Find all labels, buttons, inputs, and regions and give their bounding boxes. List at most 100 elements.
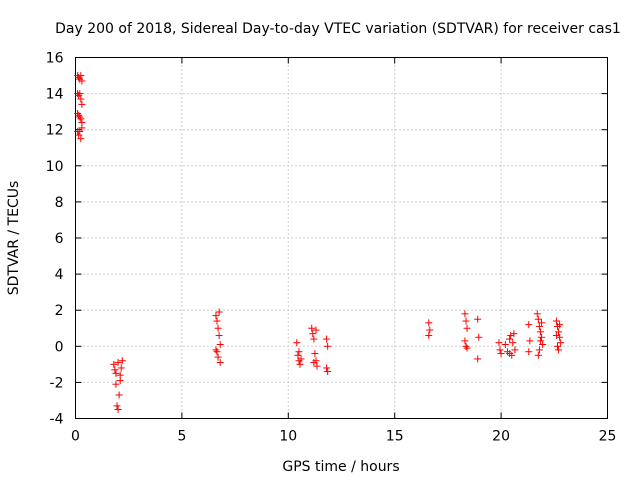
data-point: [312, 326, 320, 334]
data-point: [309, 330, 317, 338]
y-tick-label: 8: [55, 195, 64, 211]
data-point: [111, 366, 119, 374]
x-tick-label: 20: [492, 429, 510, 445]
data-point: [77, 135, 85, 143]
data-point: [117, 364, 125, 372]
data-point: [74, 109, 82, 117]
data-point: [534, 315, 542, 323]
data-point: [507, 331, 515, 339]
data-point: [115, 391, 123, 399]
x-tick-label: 10: [279, 429, 297, 445]
data-point: [215, 331, 223, 339]
x-tick-label: 15: [386, 429, 404, 445]
data-point: [313, 362, 321, 370]
data-point: [75, 91, 83, 99]
data-point: [552, 331, 560, 339]
data-point: [76, 113, 84, 121]
data-point: [114, 359, 122, 367]
data-point: [294, 351, 302, 359]
data-point: [215, 308, 223, 316]
y-tick-label: 14: [46, 87, 64, 103]
data-point: [461, 310, 469, 318]
data-point: [535, 346, 543, 354]
data-point: [77, 115, 85, 123]
y-tick-label: 6: [55, 231, 64, 247]
data-point: [525, 321, 533, 329]
data-point: [323, 335, 331, 343]
data-point: [474, 355, 482, 363]
data-point: [77, 72, 85, 80]
data-point: [308, 324, 316, 332]
data-point: [510, 330, 518, 338]
data-point: [462, 317, 470, 325]
data-point: [509, 339, 517, 347]
x-tick-label: 5: [177, 429, 186, 445]
y-tick-label: 10: [46, 159, 64, 175]
data-point: [497, 350, 505, 358]
data-point: [496, 346, 504, 354]
data-points: [74, 72, 565, 413]
data-point: [113, 402, 121, 410]
data-point: [539, 340, 547, 348]
data-point: [526, 337, 534, 345]
data-point: [552, 317, 560, 325]
data-point: [462, 342, 470, 350]
data-point: [114, 405, 122, 413]
data-point: [555, 328, 563, 336]
data-point: [538, 333, 546, 341]
data-point: [295, 348, 303, 356]
data-point: [461, 337, 469, 345]
data-point: [556, 321, 564, 329]
data-point: [213, 317, 221, 325]
data-point: [536, 337, 544, 345]
grid-lines: [75, 57, 608, 419]
data-point: [212, 346, 220, 354]
data-point: [426, 326, 434, 334]
data-point: [310, 335, 318, 343]
data-point: [297, 355, 305, 363]
data-point: [533, 310, 541, 318]
data-point: [506, 350, 514, 358]
data-point: [296, 360, 304, 368]
y-tick-label: -2: [50, 375, 64, 391]
data-point: [556, 333, 564, 341]
data-point: [213, 348, 221, 356]
y-tick-label: -4: [50, 412, 64, 428]
data-point: [474, 315, 482, 323]
y-axis-label: SDTVAR / TECUs: [6, 181, 22, 296]
x-tick-label: 25: [599, 429, 617, 445]
data-point: [75, 131, 83, 139]
y-tick-label: 12: [46, 123, 64, 139]
y-tick-label: 16: [46, 51, 64, 67]
data-point: [78, 124, 86, 132]
x-axis-label: GPS time / hours: [282, 459, 399, 475]
data-point: [116, 371, 124, 379]
y-tick-label: 0: [55, 339, 64, 355]
data-point: [501, 340, 509, 348]
data-point: [78, 77, 86, 85]
data-point: [425, 331, 433, 339]
data-point: [557, 339, 565, 347]
data-point: [212, 312, 220, 320]
data-point: [323, 364, 331, 372]
data-point: [214, 324, 222, 332]
data-point: [463, 344, 471, 352]
data-point: [555, 346, 563, 354]
data-point: [506, 335, 514, 343]
data-point: [112, 369, 120, 377]
data-point: [475, 333, 483, 341]
data-point: [118, 357, 126, 365]
data-point: [310, 359, 318, 367]
x-tick-label: 0: [71, 429, 80, 445]
data-point: [293, 339, 301, 347]
y-tick-label: 4: [55, 267, 64, 283]
data-point: [511, 346, 519, 354]
data-point: [536, 328, 544, 336]
data-point: [463, 324, 471, 332]
axis-ticks: 0 5 10 15 20 25 -4 -2 0 2 4 6 8 10 12 14 16: [46, 51, 617, 445]
data-point: [76, 128, 84, 136]
data-point: [216, 340, 224, 348]
chart-title: Day 200 of 2018, Sidereal Day-to-day VTE…: [55, 21, 621, 37]
data-point: [75, 111, 83, 119]
